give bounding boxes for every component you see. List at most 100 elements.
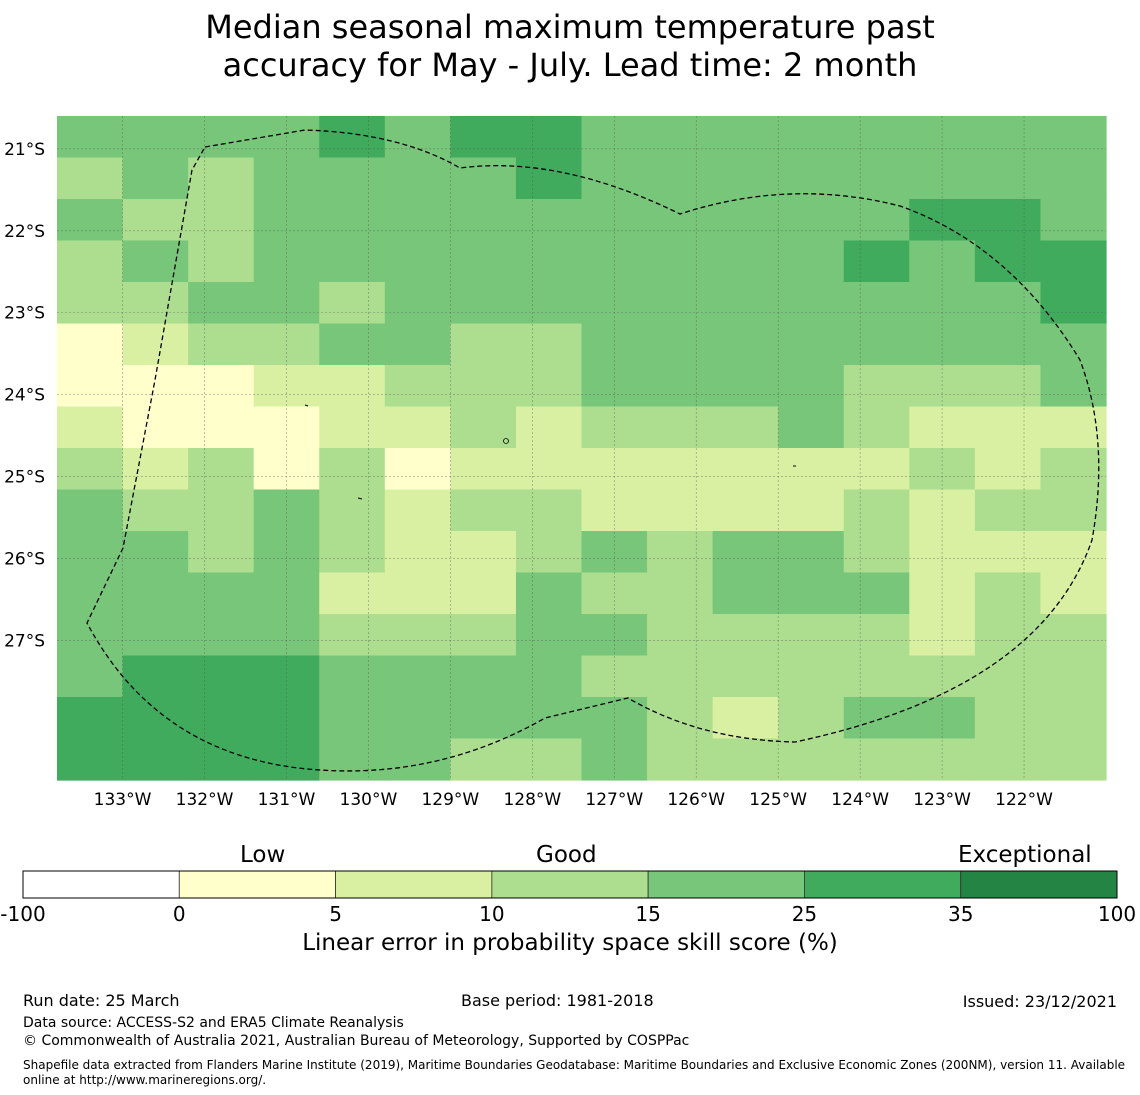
colorbar-title: Linear error in probability space skill … — [302, 930, 838, 956]
grid-cell — [450, 572, 517, 615]
map-title: Median seasonal maximum temperature past… — [0, 8, 1140, 84]
grid-cell — [843, 199, 910, 242]
grid-cell — [647, 116, 714, 159]
grid-cell — [778, 240, 845, 283]
grid-cell — [319, 157, 386, 200]
grid-cell — [57, 448, 124, 491]
colorbar — [22, 870, 1118, 899]
grid-cell — [647, 240, 714, 283]
grid-cell — [712, 489, 779, 532]
grid-cell — [647, 655, 714, 698]
grid-cell — [57, 738, 124, 781]
longitude-label: 128°W — [503, 790, 561, 810]
grid-cell — [188, 655, 255, 698]
grid-cell — [122, 116, 189, 159]
grid-cell — [384, 614, 451, 657]
colorbar-swatch — [960, 870, 1118, 899]
grid-cell — [843, 614, 910, 657]
grid-cell — [384, 282, 451, 325]
grid-cell — [974, 116, 1042, 159]
grid-cell — [188, 365, 255, 408]
grid-cell — [843, 240, 910, 283]
colorbar-tick-label: 35 — [948, 902, 973, 926]
grid-cell — [319, 323, 386, 366]
colorbar-swatch — [22, 870, 180, 899]
grid-cell — [843, 406, 910, 449]
grid-cell — [122, 738, 189, 781]
grid-cell — [122, 572, 189, 615]
grid-cell — [384, 572, 451, 615]
grid-cell — [1040, 531, 1107, 574]
grid-cell — [778, 531, 845, 574]
colorbar-tick-label: 10 — [479, 902, 504, 926]
grid-cell — [1040, 323, 1107, 366]
grid-cell — [778, 199, 845, 242]
grid-cell — [57, 406, 124, 449]
grid-cell — [319, 531, 386, 574]
issued-date: Issued: 23/12/2021 — [962, 992, 1117, 1011]
grid-cell — [1040, 448, 1107, 491]
title-line-1: Median seasonal maximum temperature past — [205, 8, 935, 46]
data-source: Data source: ACCESS-S2 and ERA5 Climate … — [23, 1015, 404, 1031]
grid-cell — [647, 614, 714, 657]
copyright: © Commonwealth of Australia 2021, Austra… — [23, 1033, 690, 1049]
grid-cell — [1040, 199, 1107, 242]
base-period: Base period: 1981-2018 — [461, 991, 654, 1010]
grid-cell — [515, 406, 583, 449]
grid-cell — [1040, 282, 1107, 325]
grid-cell — [188, 531, 255, 574]
grid-cell — [319, 614, 386, 657]
grid-cell — [712, 323, 779, 366]
grid-cell — [188, 572, 255, 615]
latitude-labels: 21°S 22°S 23°S 24°S 25°S 26°S 27°S — [4, 140, 45, 652]
grid-cell — [319, 406, 386, 449]
grid-cell — [974, 614, 1042, 657]
grid-cell — [384, 157, 451, 200]
grid-cell — [122, 697, 189, 740]
colorbar-tick-label: 15 — [635, 902, 660, 926]
longitude-label: 125°W — [749, 790, 807, 810]
grid-cell — [778, 697, 845, 740]
grid-cell — [712, 406, 779, 449]
grid-cell — [188, 199, 255, 242]
grid-cell — [778, 614, 845, 657]
grid-cell — [647, 572, 714, 615]
grid-cell — [778, 116, 845, 159]
grid-cell — [843, 655, 910, 698]
grid-cell — [450, 614, 517, 657]
grid-cell — [188, 240, 255, 283]
grid-cell — [843, 323, 910, 366]
grid-cell — [647, 406, 714, 449]
grid-cell — [450, 655, 517, 698]
grid-cell — [450, 157, 517, 200]
grid-cell — [384, 738, 451, 781]
grid-cell — [974, 157, 1042, 200]
grid-cell — [515, 572, 583, 615]
longitude-label: 123°W — [913, 790, 971, 810]
grid-cell — [188, 697, 255, 740]
grid-cell — [647, 738, 714, 781]
grid-cell — [450, 282, 517, 325]
grid-cell — [843, 116, 910, 159]
grid-cell — [188, 116, 255, 159]
grid-cell — [450, 116, 517, 159]
shapefile-credit: Shapefile data extracted from Flanders M… — [23, 1058, 1126, 1087]
grid-cell — [515, 655, 583, 698]
grid-cell — [122, 531, 189, 574]
grid-cell — [843, 157, 910, 200]
colorbar-tick-label: -100 — [0, 902, 45, 926]
longitude-label: 130°W — [340, 790, 398, 810]
longitude-label: 127°W — [585, 790, 643, 810]
longitude-label: 132°W — [176, 790, 234, 810]
grid-cell — [122, 489, 189, 532]
grid-cell — [515, 116, 583, 159]
grid-cell — [647, 697, 714, 740]
grid-cell — [843, 489, 910, 532]
grid-cell — [778, 157, 845, 200]
grid-cell — [1040, 614, 1107, 657]
grid-cell — [384, 655, 451, 698]
grid-cell — [319, 365, 386, 408]
grid-cell — [450, 199, 517, 242]
grid-cell — [57, 489, 124, 532]
